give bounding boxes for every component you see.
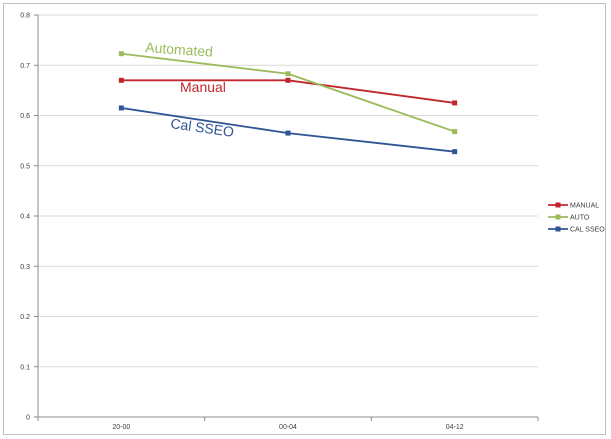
series-line-manual xyxy=(121,79,455,104)
annotation-cal-sseo: Cal SSEO xyxy=(170,115,236,140)
x-tick-label: 04-12 xyxy=(446,424,464,431)
legend-label: AUTO xyxy=(570,215,590,222)
x-tick-labels: 20-00 00-04 04-12 xyxy=(37,417,539,431)
data-point xyxy=(118,77,124,83)
data-point xyxy=(118,51,124,57)
data-point xyxy=(285,77,291,83)
legend-marker xyxy=(555,202,561,208)
data-point xyxy=(452,129,458,135)
chart-frame xyxy=(3,3,606,435)
y-tick-label: 0.1 xyxy=(20,364,30,371)
gridlines xyxy=(38,14,538,368)
x-tick-label: 00-04 xyxy=(279,424,297,431)
legend: MANUAL AUTO CAL SSEO xyxy=(548,202,605,234)
y-tick-label: 0.3 xyxy=(20,264,30,271)
y-tick-label: 0.6 xyxy=(20,113,30,120)
y-tick-label: 0.4 xyxy=(20,214,30,221)
y-tick-label: 0 xyxy=(26,415,30,422)
annotations: Automated Manual Cal SSEO xyxy=(145,39,235,140)
legend-marker xyxy=(555,226,561,232)
x-tick-label: 20-00 xyxy=(112,424,130,431)
data-point xyxy=(285,130,291,136)
annotation-manual: Manual xyxy=(180,79,226,95)
data-point xyxy=(452,149,458,155)
legend-marker xyxy=(555,214,561,220)
y-tick-label: 0.7 xyxy=(20,63,30,70)
y-tick-labels: 0 0.1 0.2 0.3 0.4 0.5 0.6 0.7 0.8 xyxy=(20,13,38,422)
data-point xyxy=(452,100,458,106)
legend-label: CAL SSEO xyxy=(570,227,605,234)
y-tick-label: 0.5 xyxy=(20,163,30,170)
data-point xyxy=(285,71,291,77)
series-lines xyxy=(118,51,458,155)
data-point xyxy=(118,105,124,111)
y-tick-label: 0.8 xyxy=(20,13,30,20)
legend-label: MANUAL xyxy=(570,203,599,210)
annotation-automated: Automated xyxy=(145,39,214,60)
y-tick-label: 0.2 xyxy=(20,314,30,321)
